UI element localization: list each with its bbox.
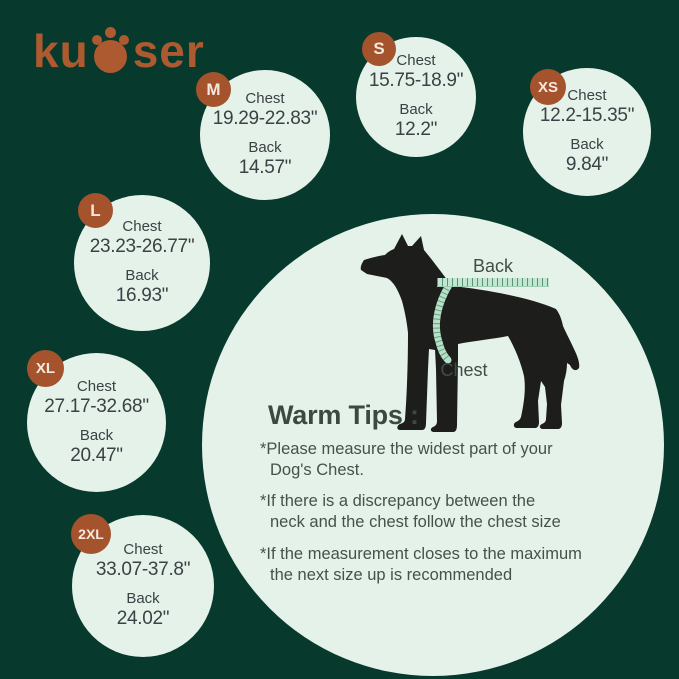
paw-icon [91,26,131,76]
size-badge-xs: XS [530,69,566,105]
chest-label: Chest [122,218,162,235]
tip-item-2: *If there is a discrepancy between the n… [260,492,561,531]
size-badge-s: S [362,32,396,66]
back-measuring-tape [437,278,549,287]
back-length: 14.57" [238,157,292,178]
back-label: Back [399,101,433,118]
chest-label: Chest [396,52,436,69]
tip-item-3: *If the measurement closes to the maximu… [260,545,582,584]
size-badge-2xl: 2XL [71,514,111,554]
back-length: 24.02" [116,608,170,629]
size-badge-m: M [196,72,231,107]
dog-silhouette-icon [360,234,580,432]
size-circle-l: L Chest 23.23-26.77" Back 16.93" [74,193,210,331]
chest-range: 23.23-26.77" [89,236,195,257]
logo-text-prefix: ku [33,25,89,77]
back-label: Back [248,139,282,156]
back-label: Back [79,426,114,444]
back-label: Back [570,136,604,153]
back-measure-label: Back [472,256,514,276]
back-label: Back [125,267,159,284]
chest-label: Chest [123,541,163,558]
brand-logo: ku ser [33,24,205,78]
chest-range: 27.17-32.68" [44,395,149,417]
chest-range: 33.07-37.8" [95,559,191,580]
back-label: Back [126,590,160,607]
back-length: 20.47" [70,444,123,466]
back-length: 9.84" [565,154,609,175]
measuring-guide-circle: Back Chest Warm Tips : *Please measure t… [202,214,664,676]
back-length: 16.93" [115,285,169,306]
size-badge-xl: XL [27,350,64,387]
chest-label: Chest [245,90,285,107]
size-circle-m: M Chest 19.29-22.83" Back 14.57" [196,70,330,200]
size-circle-xl: XL Chest 27.17-32.68" Back 20.47" [27,350,166,492]
chest-range: 12.2-15.35" [539,105,635,126]
size-circle-s: S Chest 15.75-18.9" Back 12.2" [356,32,476,157]
chest-measure-label: Chest [440,360,488,380]
tip-item-1: *Please measure the widest part of your … [260,440,553,479]
chest-range: 19.29-22.83" [212,108,318,129]
back-length: 12.2" [394,119,438,140]
size-circle-xs: XS Chest 12.2-15.35" Back 9.84" [523,68,651,196]
chest-label: Chest [567,87,607,104]
size-badge-l: L [78,193,113,228]
size-circle-2xl: 2XL Chest 33.07-37.8" Back 24.02" [71,514,214,657]
chest-range: 15.75-18.9" [368,70,464,91]
chest-label: Chest [76,377,117,395]
warm-tips-heading: Warm Tips : [268,400,419,430]
logo-text-suffix: ser [132,25,205,77]
